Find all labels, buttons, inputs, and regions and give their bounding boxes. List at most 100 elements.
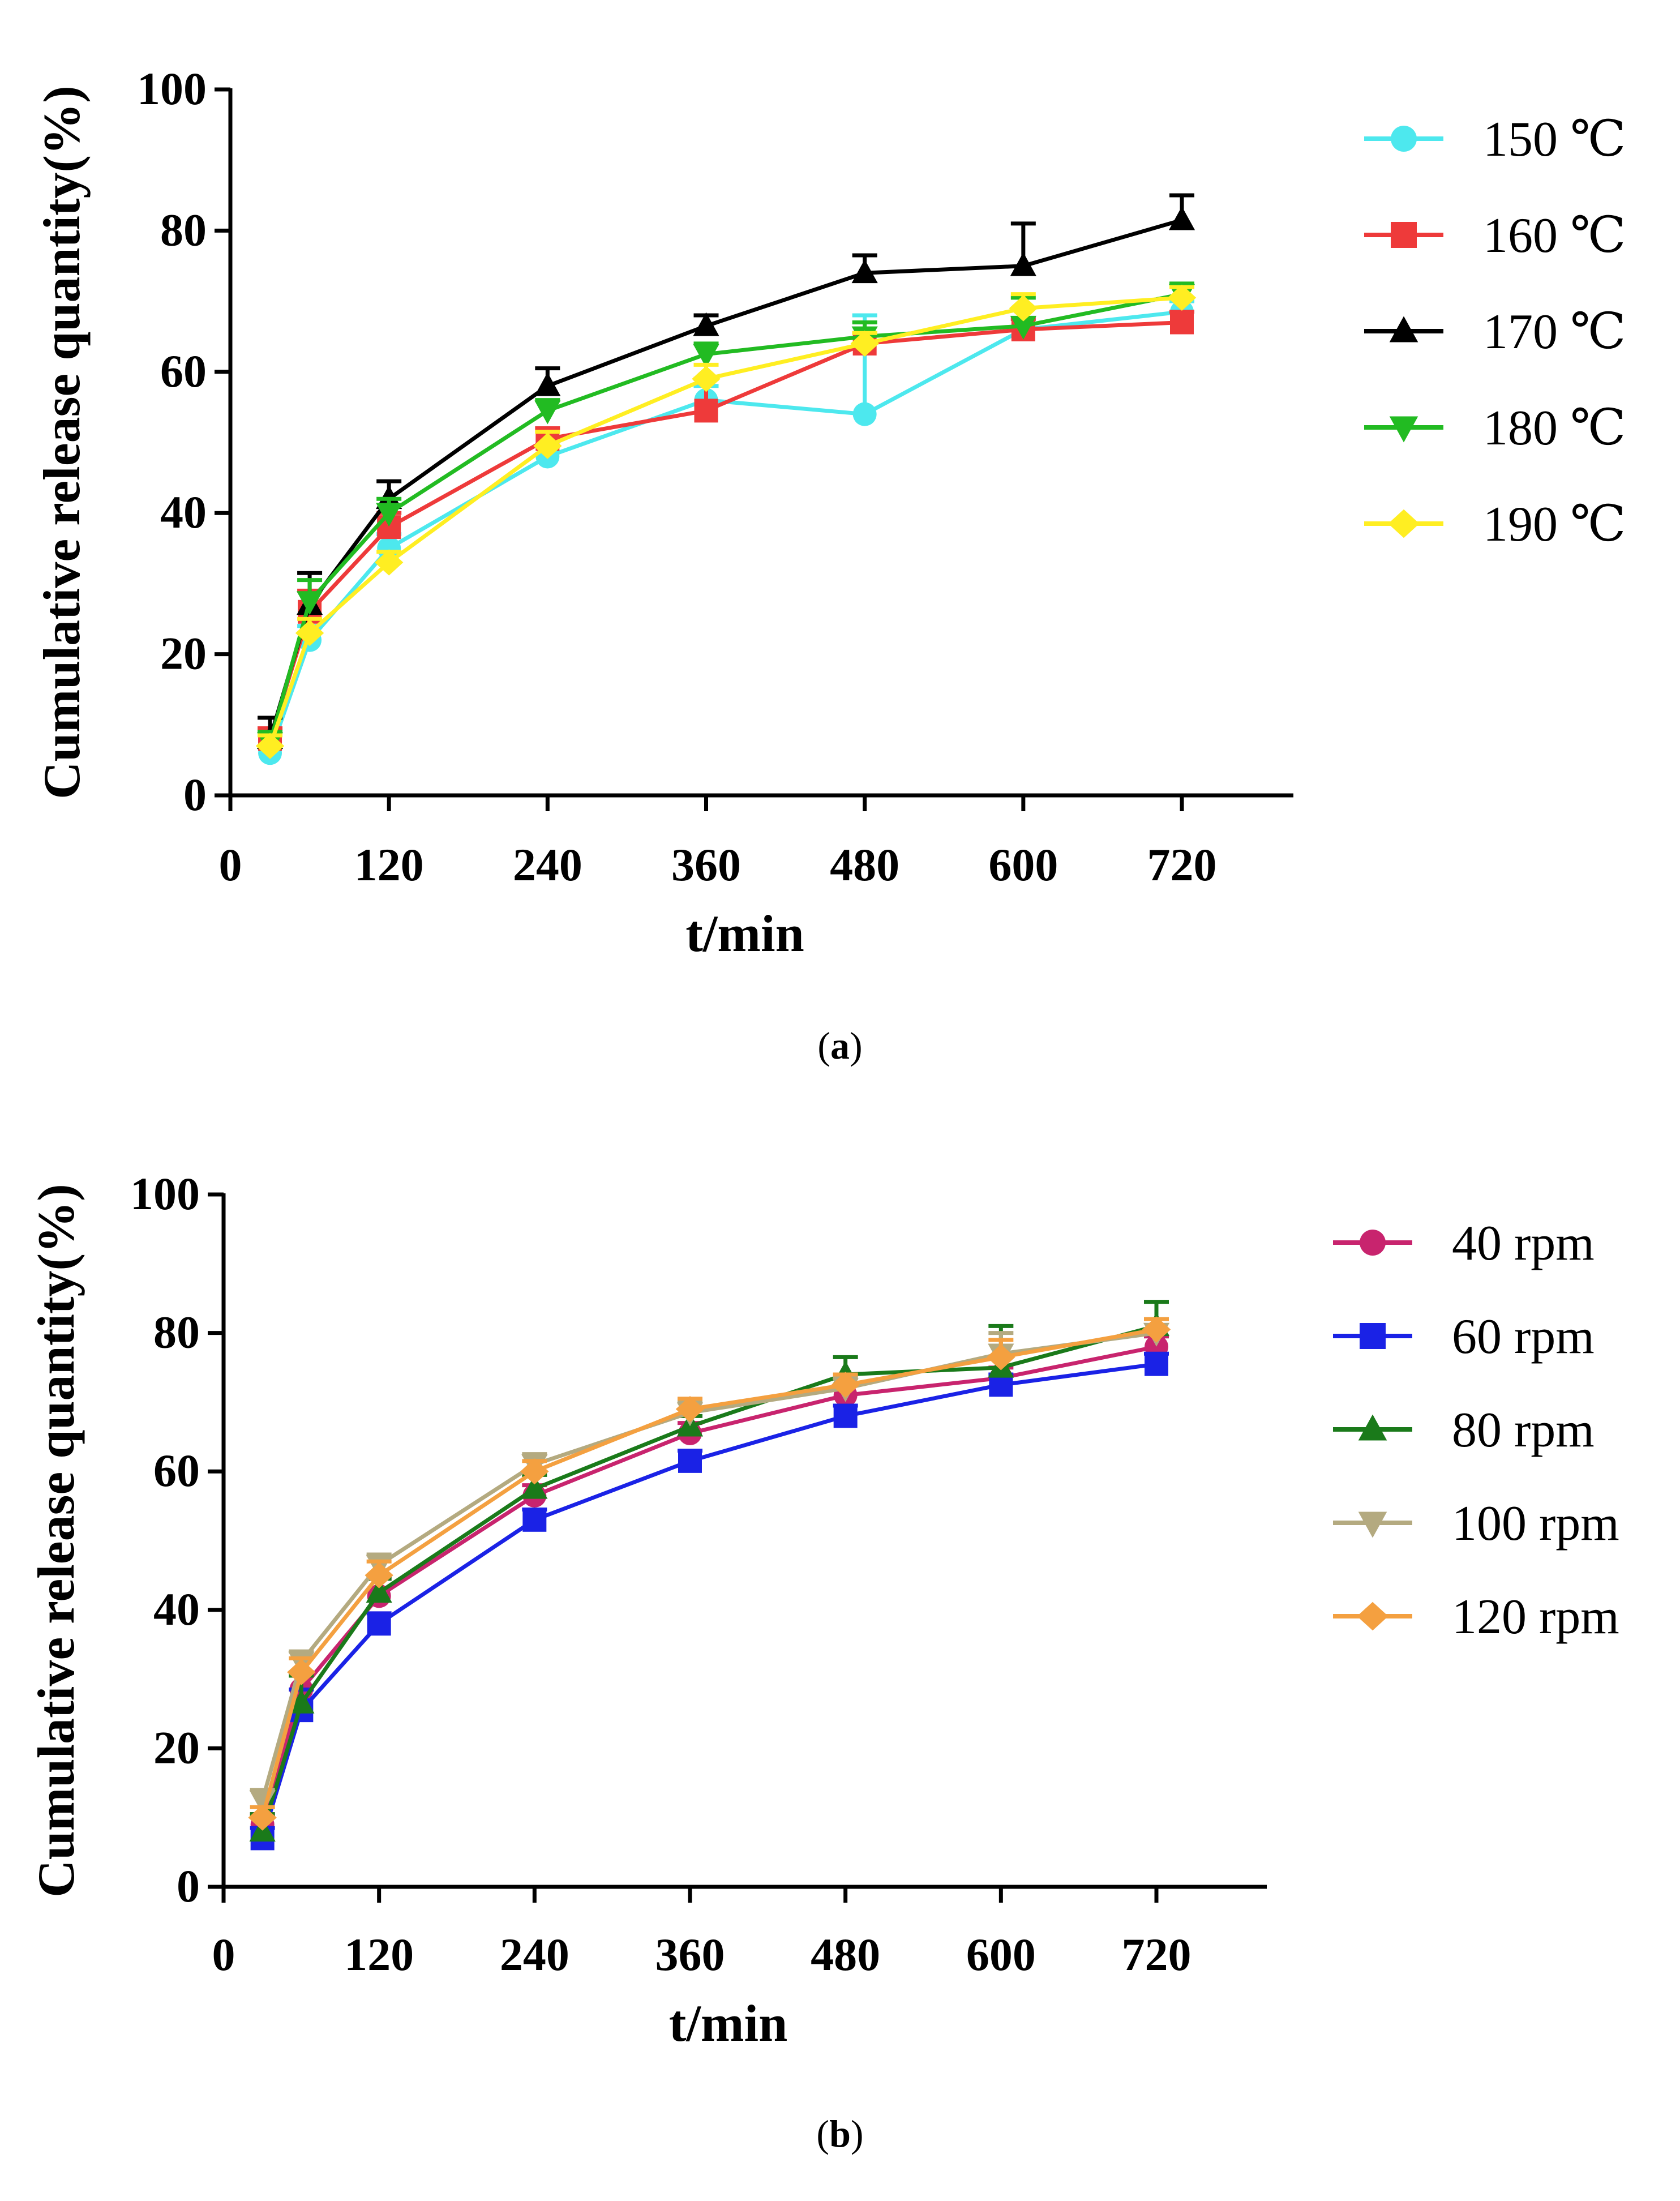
series-a-2	[256, 193, 1195, 750]
x-tick-label: 120	[344, 1929, 414, 1980]
chart-b: 0 20 40 60 80 100 0 120 240 360 480 600 720 Cumulativ…	[27, 1168, 1619, 2052]
legend-label: 170 ℃	[1483, 305, 1626, 359]
series-a-1	[258, 310, 1194, 751]
series-line	[268, 296, 1182, 747]
legend-label: 150 ℃	[1483, 112, 1626, 167]
data-point	[521, 1475, 548, 1499]
data-point	[675, 1396, 705, 1423]
legend-label: 160 ℃	[1483, 208, 1626, 263]
y-tick-label: 60	[160, 345, 207, 397]
data-point	[533, 433, 562, 459]
series-line	[268, 292, 1182, 743]
data-point	[692, 366, 721, 392]
data-point	[1142, 1316, 1171, 1343]
data-point	[831, 1372, 860, 1398]
data-point	[295, 620, 324, 646]
legend-marker	[1358, 1414, 1387, 1441]
series-line	[268, 320, 1182, 740]
y-tick-label: 20	[160, 628, 207, 679]
x-tick-label: 360	[655, 1929, 725, 1980]
data-point	[1167, 284, 1197, 311]
legend-marker	[1360, 1323, 1386, 1349]
series-b-1	[250, 1351, 1169, 1851]
data-point	[248, 1804, 277, 1831]
data-point	[852, 402, 877, 426]
y-tick-label: 80	[153, 1307, 200, 1358]
data-point	[678, 1449, 702, 1473]
y-axis-title: Cumulative release quantity(%)	[33, 85, 91, 799]
data-point	[374, 549, 404, 576]
x-tick-label: 0	[219, 839, 242, 890]
series-line	[268, 218, 1182, 740]
series-line	[260, 1362, 1157, 1839]
x-axis-title: t/min	[685, 905, 804, 962]
x-tick-label: 0	[212, 1929, 235, 1980]
legend: 40 rpm 60 rpm 80 rpm 100 rpm 120 rpm	[1333, 1216, 1619, 1645]
x-tick-label: 480	[830, 839, 899, 890]
data-point	[833, 1404, 858, 1428]
y-tick-label: 100	[130, 1168, 200, 1219]
data-point	[693, 312, 719, 336]
legend: 150 ℃ 160 ℃ 170 ℃ 180 ℃ 190 ℃	[1364, 112, 1626, 552]
x-tick-label: 600	[966, 1929, 1036, 1980]
chart-a: 0 20 40 60 80 100 0 120 240 360 480 600 720 Cumulativ…	[33, 63, 1626, 962]
data-point	[296, 591, 323, 615]
legend-marker	[1391, 126, 1417, 152]
caption-b: (b)	[816, 2112, 864, 2155]
data-point	[851, 259, 878, 284]
legend-marker	[1357, 1601, 1388, 1631]
y-tick-label: 100	[137, 63, 207, 114]
y-tick-label: 40	[153, 1583, 200, 1635]
data-point	[367, 1612, 391, 1636]
x-tick-label: 120	[354, 839, 424, 890]
x-tick-label: 600	[988, 839, 1058, 890]
legend-marker	[1358, 1511, 1387, 1538]
y-tick-label: 40	[160, 486, 207, 538]
data-point	[694, 399, 718, 423]
legend-marker	[1389, 316, 1418, 342]
data-point	[1170, 310, 1194, 335]
legend-label: 40 rpm	[1452, 1216, 1595, 1271]
data-point	[255, 733, 285, 759]
y-tick-label: 0	[183, 769, 207, 820]
data-point	[534, 372, 561, 396]
x-tick-label: 240	[513, 839, 582, 890]
data-point	[534, 400, 561, 425]
legend-marker	[1391, 222, 1417, 248]
data-point	[288, 1689, 315, 1714]
x-tick-label: 720	[1147, 839, 1217, 890]
data-point	[365, 1562, 393, 1588]
legend-label: 180 ℃	[1483, 401, 1626, 456]
data-point	[987, 1344, 1015, 1371]
data-point	[693, 344, 719, 368]
x-axis-title: t/min	[669, 1994, 788, 2052]
series-line	[260, 1331, 1157, 1801]
data-point	[1168, 206, 1195, 230]
data-point	[1010, 315, 1036, 340]
legend-marker	[1388, 509, 1420, 538]
data-point	[1145, 1352, 1168, 1376]
caption-a: (a)	[817, 1024, 863, 1067]
series-line	[260, 1324, 1157, 1832]
data-point	[520, 1458, 549, 1485]
series-line	[260, 1344, 1157, 1825]
legend-marker	[1360, 1230, 1386, 1256]
data-point	[366, 1579, 392, 1603]
y-tick-label: 60	[153, 1445, 200, 1496]
legend-label: 80 rpm	[1452, 1403, 1595, 1458]
series-line	[260, 1328, 1157, 1818]
legend-label: 60 rpm	[1452, 1309, 1595, 1364]
y-tick-label: 0	[177, 1860, 200, 1912]
y-tick-label: 20	[153, 1722, 200, 1773]
data-point	[1009, 295, 1038, 322]
legend-marker	[1389, 416, 1418, 443]
series-a-4	[255, 284, 1197, 759]
legend-label: 190 ℃	[1483, 497, 1626, 552]
data-point	[1010, 252, 1036, 276]
y-axis-title: Cumulative release quantity(%)	[27, 1184, 85, 1898]
data-point	[522, 1508, 547, 1532]
x-tick-label: 720	[1122, 1929, 1192, 1980]
series-b-3	[249, 1317, 1170, 1814]
x-tick-label: 480	[811, 1929, 880, 1980]
